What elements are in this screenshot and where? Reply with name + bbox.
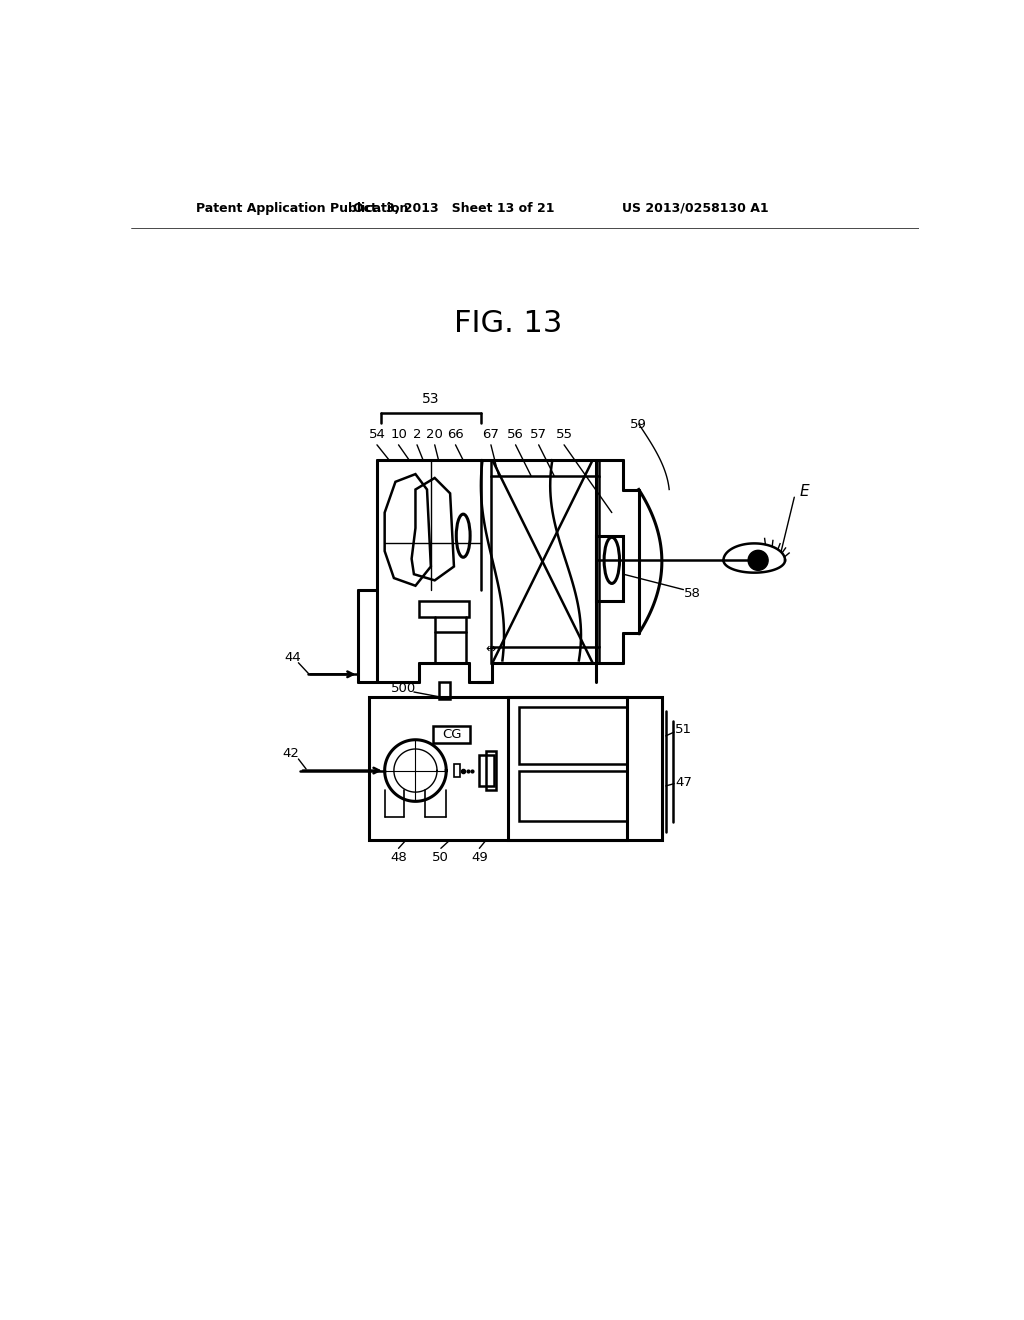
Bar [454, 764, 460, 776]
Text: 50: 50 [432, 851, 450, 865]
Bar [508, 697, 662, 840]
Text: E: E [800, 483, 809, 499]
Text: 66: 66 [447, 428, 464, 441]
Text: 67: 67 [482, 428, 500, 441]
Text: 49: 49 [471, 851, 487, 865]
Text: 57: 57 [530, 428, 547, 441]
Text: 51: 51 [675, 723, 692, 737]
Text: 44: 44 [284, 651, 301, 664]
Text: FIG. 13: FIG. 13 [454, 309, 562, 338]
Bar [419, 601, 469, 616]
Text: 20: 20 [426, 428, 443, 441]
Bar [370, 697, 628, 840]
Bar [478, 755, 494, 785]
Text: 59: 59 [631, 417, 647, 430]
Bar [486, 751, 496, 789]
Bar [438, 682, 451, 700]
Circle shape [749, 550, 768, 570]
Text: 500: 500 [391, 681, 417, 694]
Text: CG: CG [442, 727, 462, 741]
Bar [596, 536, 624, 601]
Bar [490, 647, 599, 663]
Text: 55: 55 [556, 428, 572, 441]
Text: US 2013/0258130 A1: US 2013/0258130 A1 [622, 202, 768, 215]
Bar [519, 771, 628, 821]
Text: 54: 54 [369, 428, 385, 441]
Text: 53: 53 [422, 392, 439, 405]
Text: 58: 58 [684, 587, 701, 601]
Text: Patent Application Publication: Patent Application Publication [196, 202, 409, 215]
Bar [519, 706, 628, 764]
Text: 48: 48 [390, 851, 407, 865]
Text: 10: 10 [390, 428, 407, 441]
Text: 42: 42 [283, 747, 299, 760]
Text: 47: 47 [675, 776, 692, 788]
Text: 2: 2 [413, 428, 421, 441]
Text: 56: 56 [507, 428, 524, 441]
Bar [433, 726, 470, 743]
Text: ↔: ↔ [485, 643, 496, 656]
Bar [490, 461, 599, 475]
Text: Oct. 3, 2013   Sheet 13 of 21: Oct. 3, 2013 Sheet 13 of 21 [353, 202, 555, 215]
